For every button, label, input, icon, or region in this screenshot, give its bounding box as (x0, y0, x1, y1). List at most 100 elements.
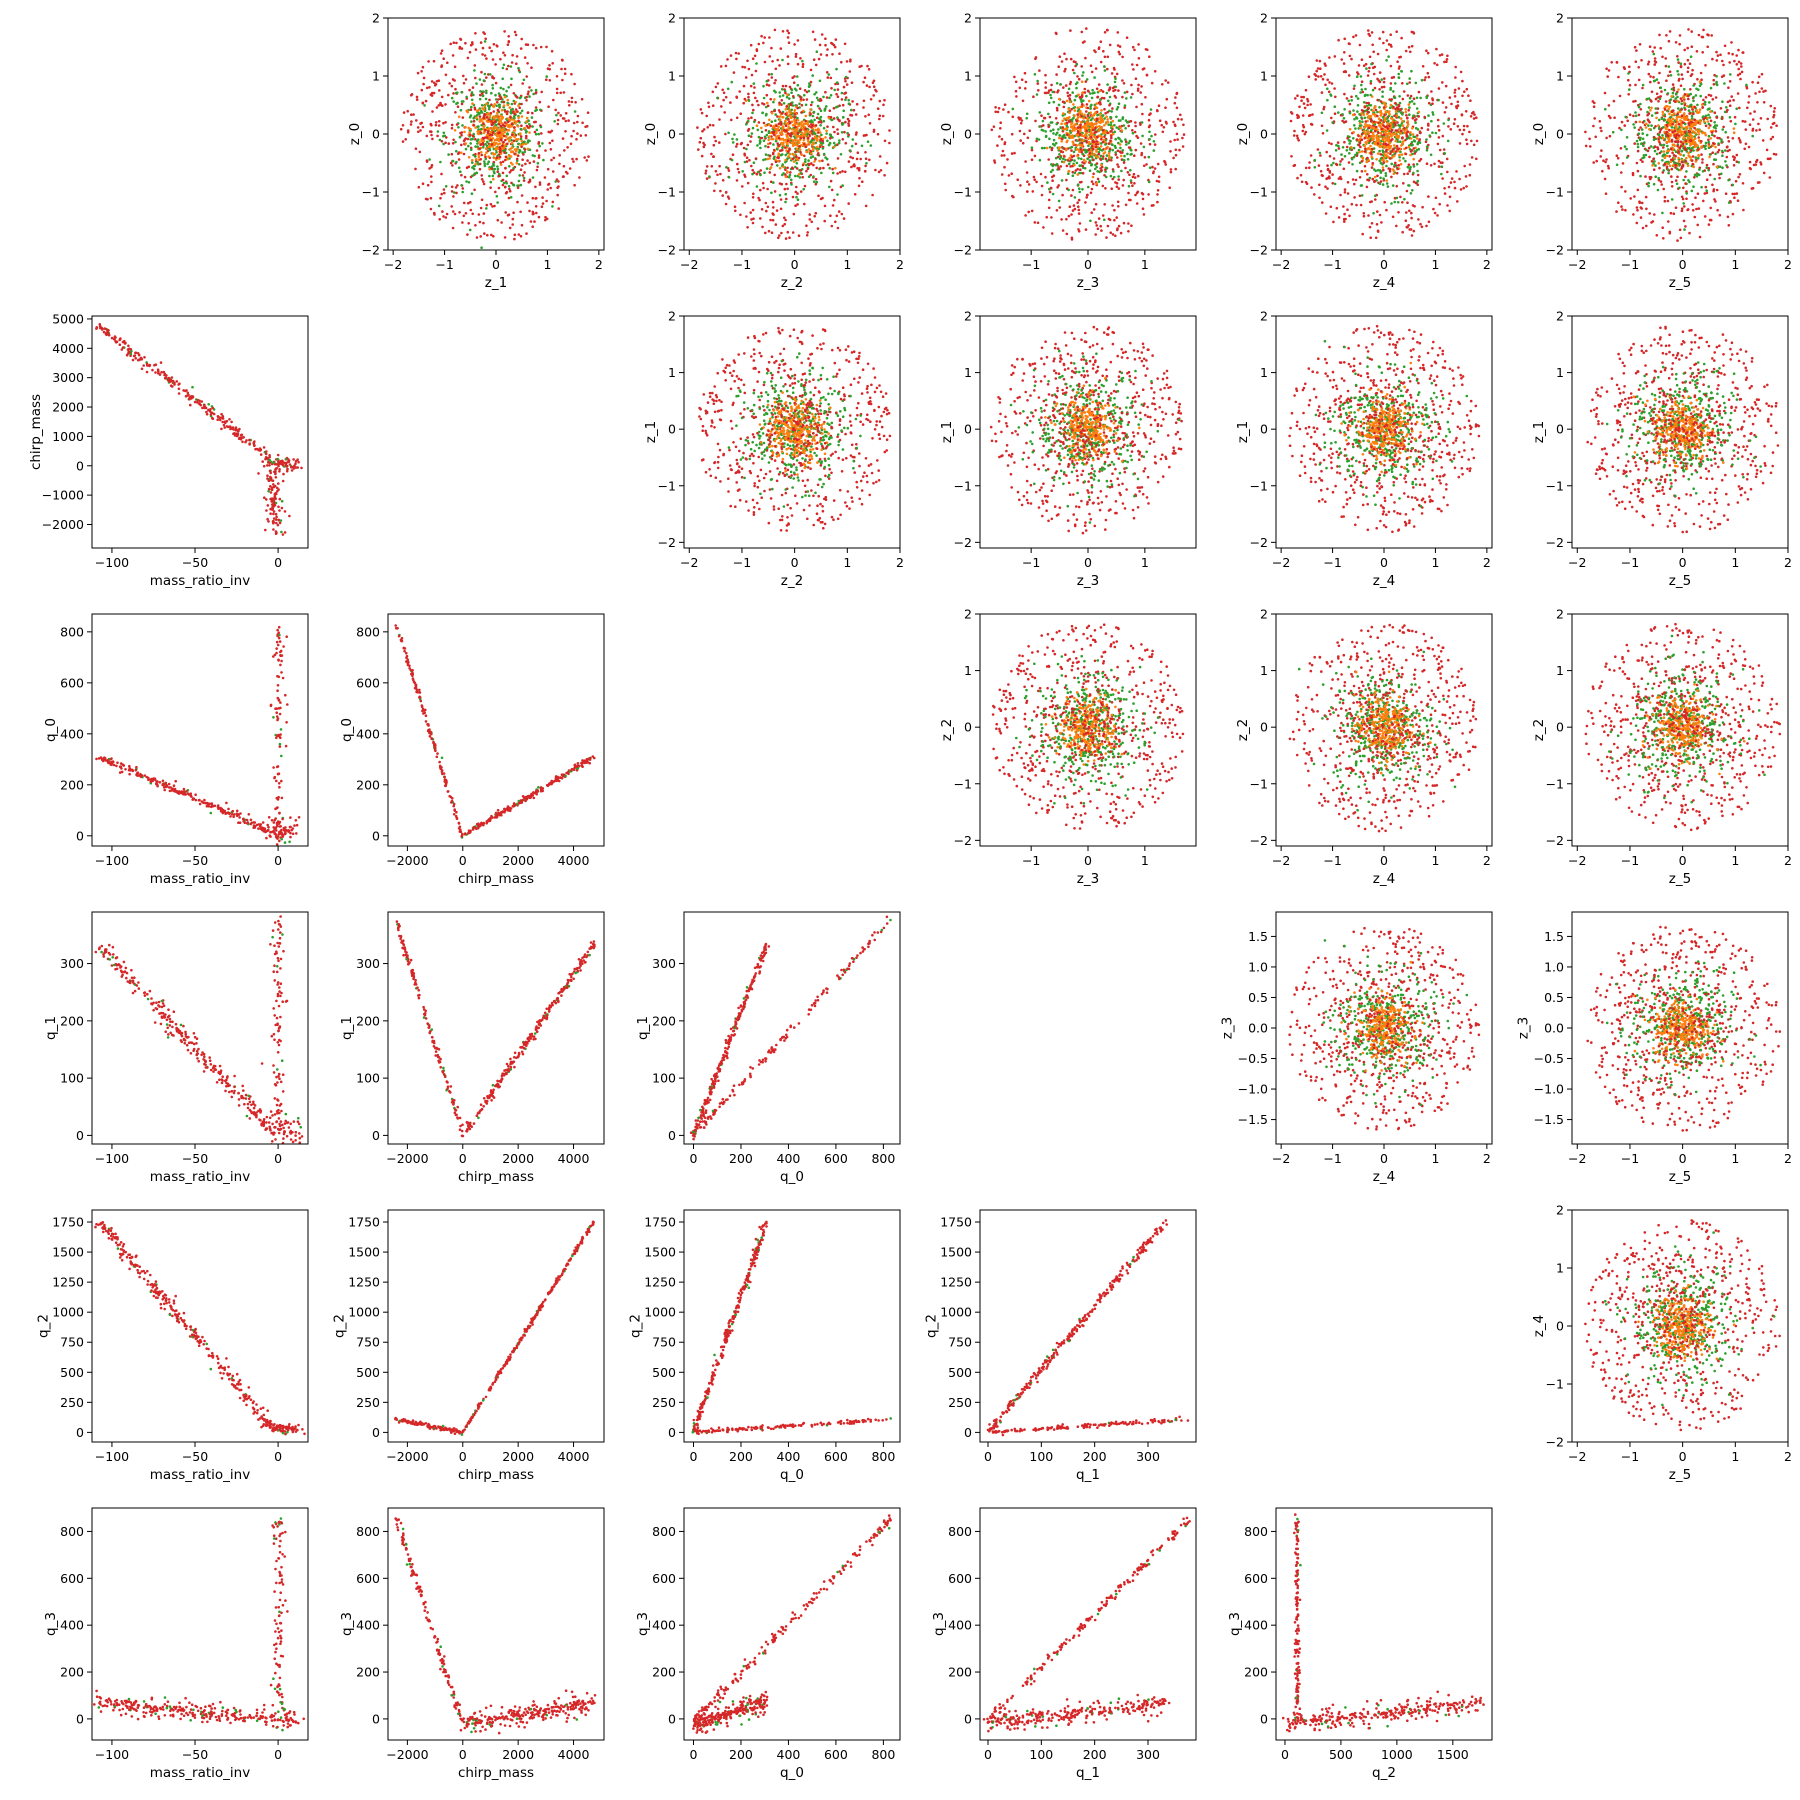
data-point (477, 111, 481, 115)
data-point (1157, 180, 1161, 183)
data-point (1093, 135, 1096, 138)
data-point (710, 152, 713, 156)
data-point (470, 192, 474, 195)
data-point (1456, 104, 1460, 107)
data-point (532, 43, 535, 47)
data-point (816, 104, 820, 108)
data-point (545, 199, 548, 203)
data-point (1107, 99, 1110, 103)
data-point (1100, 229, 1103, 232)
data-point (760, 136, 764, 140)
data-point (1044, 134, 1048, 138)
data-point (1050, 146, 1054, 150)
data-point (830, 224, 834, 228)
data-point (528, 131, 531, 134)
data-point (1139, 91, 1142, 94)
data-point (1072, 116, 1075, 120)
data-point (1434, 131, 1438, 135)
data-point (510, 108, 513, 112)
data-point (453, 65, 457, 69)
data-point (1074, 95, 1078, 98)
data-point (772, 125, 776, 128)
data-point (1462, 124, 1466, 128)
data-point (1378, 149, 1381, 153)
data-point (1057, 89, 1060, 92)
data-point (776, 58, 779, 62)
data-point (787, 125, 790, 129)
data-point (1431, 98, 1435, 102)
data-point (816, 227, 820, 230)
data-point (487, 107, 491, 111)
data-point (526, 92, 530, 96)
data-point (421, 102, 425, 105)
data-point (1369, 236, 1372, 239)
data-point (770, 191, 773, 195)
data-point (786, 55, 790, 58)
data-point (1410, 44, 1414, 48)
data-point (1410, 140, 1414, 144)
data-point (1399, 55, 1402, 59)
data-point (1052, 138, 1056, 142)
data-point (1298, 105, 1301, 109)
data-point (1168, 186, 1171, 189)
data-point (1035, 93, 1039, 96)
data-point (800, 103, 804, 107)
data-point (1023, 71, 1027, 75)
data-point (1075, 119, 1079, 122)
data-point (794, 138, 797, 142)
data-point (457, 151, 461, 154)
data-point (1117, 141, 1120, 145)
data-point (1129, 153, 1132, 156)
data-point (1157, 104, 1161, 107)
data-point (813, 135, 817, 138)
data-point (793, 116, 796, 119)
data-point (1426, 71, 1430, 75)
data-point (789, 116, 793, 119)
data-point (482, 79, 486, 82)
data-point (1401, 131, 1404, 135)
data-point (765, 79, 769, 83)
data-point (483, 160, 486, 163)
data-point (1410, 234, 1414, 237)
data-point (768, 157, 771, 160)
data-point (1077, 208, 1081, 212)
data-point (815, 145, 819, 149)
data-point (1092, 208, 1096, 211)
data-point (813, 214, 816, 218)
data-point (516, 200, 519, 204)
data-point (777, 125, 780, 129)
data-point (743, 152, 746, 156)
data-point (828, 109, 832, 112)
data-point (1057, 128, 1060, 131)
data-point (830, 188, 834, 192)
data-point (1301, 129, 1305, 133)
data-point (702, 145, 706, 149)
data-point (752, 217, 755, 220)
data-point (803, 184, 807, 188)
data-point (812, 180, 816, 183)
data-point (1354, 34, 1358, 37)
data-point (1164, 106, 1167, 109)
data-point (1388, 113, 1391, 116)
data-point (485, 116, 489, 119)
x-tick-label: 2 (896, 257, 904, 272)
data-point (514, 150, 518, 153)
data-point (424, 99, 428, 103)
data-point (1024, 214, 1027, 217)
data-point (510, 77, 513, 81)
data-point (794, 150, 797, 154)
data-point (460, 143, 463, 147)
data-point (444, 185, 448, 188)
data-point (1343, 220, 1346, 223)
data-point (1443, 187, 1446, 190)
data-point (438, 89, 441, 92)
data-point (731, 153, 735, 156)
data-point (1071, 188, 1075, 192)
data-point (1057, 147, 1061, 150)
data-point (807, 162, 811, 166)
data-point (1174, 124, 1177, 128)
data-point (853, 193, 857, 196)
data-point (426, 198, 429, 201)
data-point (808, 218, 812, 221)
data-point (1409, 94, 1413, 98)
